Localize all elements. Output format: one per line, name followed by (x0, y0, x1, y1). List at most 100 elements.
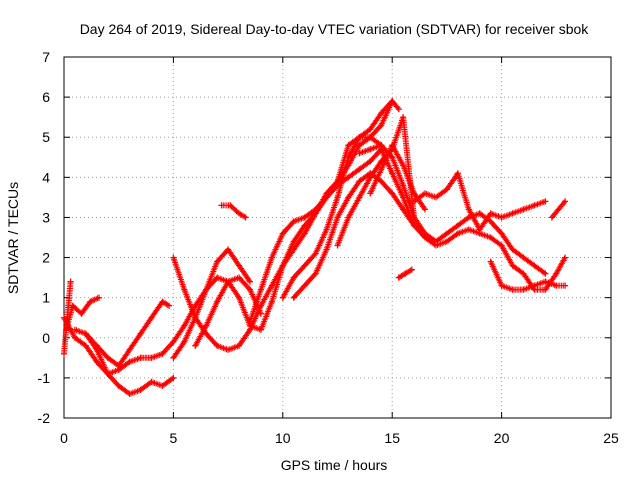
data-point (312, 250, 319, 257)
series-track-15 (395, 266, 415, 281)
data-point (345, 154, 352, 161)
data-point (236, 262, 243, 269)
data-point (345, 194, 352, 201)
y-tick-label: 2 (42, 250, 50, 266)
data-point (126, 390, 133, 397)
data-point (181, 338, 188, 345)
data-point (400, 206, 407, 213)
x-tick-label: 0 (60, 430, 68, 446)
data-point (181, 286, 188, 293)
data-point (159, 298, 166, 305)
data-point (408, 266, 415, 273)
data-point (236, 274, 243, 281)
data-point (148, 314, 155, 321)
data-point (378, 178, 385, 185)
data-point (214, 298, 221, 305)
data-point (389, 98, 396, 105)
data-point (498, 230, 505, 237)
data-point (531, 286, 538, 293)
data-point (115, 382, 122, 389)
series-track-6 (170, 246, 253, 361)
data-point (509, 286, 516, 293)
data-point (236, 294, 243, 301)
data-points (61, 98, 569, 397)
data-point (367, 146, 374, 153)
data-point (367, 190, 374, 197)
data-point (465, 206, 472, 213)
data-point (115, 366, 122, 373)
data-point (170, 338, 177, 345)
data-point (290, 294, 297, 301)
data-point (367, 174, 374, 181)
axis-ticks: 0 5 10 15 20 25 -2 -1 0 1 2 3 4 5 6 7 (38, 49, 619, 446)
data-point (82, 330, 89, 337)
data-point (257, 286, 264, 293)
data-point (214, 342, 221, 349)
data-point (257, 302, 264, 309)
data-point (301, 214, 308, 221)
data-point (242, 214, 249, 221)
y-tick-label: -2 (38, 410, 51, 426)
data-point (548, 214, 555, 221)
data-point (356, 194, 363, 201)
data-point (192, 302, 199, 309)
data-point (542, 286, 549, 293)
data-point (225, 346, 232, 353)
data-point (268, 298, 275, 305)
data-point (531, 262, 538, 269)
data-point (562, 198, 569, 205)
series-track-19 (548, 198, 569, 221)
data-point (400, 182, 407, 189)
y-tick-label: 1 (42, 290, 50, 306)
x-tick-label: 15 (384, 430, 400, 446)
data-point (82, 342, 89, 349)
data-point (378, 166, 385, 173)
data-point (520, 206, 527, 213)
data-point (389, 154, 396, 161)
data-point (555, 206, 562, 213)
data-point (487, 210, 494, 217)
data-point (454, 222, 461, 229)
chart-title: Day 264 of 2019, Sidereal Day-to-day VTE… (80, 21, 590, 37)
data-point (422, 230, 429, 237)
data-point (93, 358, 100, 365)
series-track-14 (411, 170, 549, 233)
data-point (520, 254, 527, 261)
data-point (71, 326, 78, 333)
data-point (126, 346, 133, 353)
y-tick-label: -1 (38, 370, 51, 386)
series-track-17 (487, 258, 569, 293)
data-point (422, 190, 429, 197)
data-point (71, 334, 78, 341)
data-point (378, 122, 385, 129)
data-point (531, 202, 538, 209)
data-point (279, 294, 286, 301)
data-point (93, 346, 100, 353)
data-point (411, 214, 418, 221)
data-point (432, 238, 439, 245)
data-point (203, 286, 210, 293)
data-point (159, 350, 166, 357)
data-point (509, 262, 516, 269)
series-track-2 (63, 294, 103, 333)
data-point (96, 294, 103, 301)
data-point (498, 214, 505, 221)
data-point (553, 282, 560, 289)
data-point (67, 278, 74, 285)
data-point (520, 270, 527, 277)
x-tick-label: 5 (170, 430, 178, 446)
data-point (104, 354, 111, 361)
data-point (400, 162, 407, 169)
data-point (148, 354, 155, 361)
data-point (137, 386, 144, 393)
series-track-9 (218, 202, 249, 221)
data-point (312, 270, 319, 277)
data-point (454, 230, 461, 237)
data-point (301, 282, 308, 289)
data-point (553, 270, 560, 277)
data-point (378, 142, 385, 149)
data-point (367, 126, 374, 133)
data-point (170, 354, 177, 361)
